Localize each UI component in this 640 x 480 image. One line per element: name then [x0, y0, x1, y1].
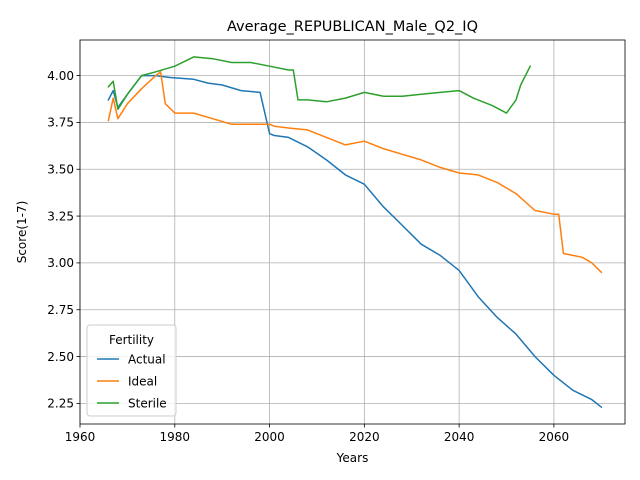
- x-axis-label: Years: [336, 451, 369, 465]
- y-tick-label: 2.50: [47, 350, 74, 364]
- legend-items: Actual Ideal Sterile: [97, 352, 167, 410]
- y-tick-label: 2.75: [47, 303, 74, 317]
- y-tick-label: 2.25: [47, 397, 74, 411]
- plot-frame: [79, 39, 626, 425]
- series-line-ideal: [107, 71, 603, 274]
- x-tick-label: 2060: [539, 430, 570, 444]
- y-tick-label: 3.50: [47, 163, 74, 177]
- y-tick-label: 4.00: [47, 69, 74, 83]
- legend-label-ideal: Ideal: [128, 374, 157, 388]
- y-tick-label: 3.00: [47, 256, 74, 270]
- x-tick-label: 2000: [254, 430, 285, 444]
- y-tick-label: 3.25: [47, 209, 74, 223]
- y-tick-label: 3.75: [47, 116, 74, 130]
- x-tick-label: 2040: [444, 430, 475, 444]
- x-tick-label: 2020: [349, 430, 380, 444]
- legend-title: Fertility: [109, 333, 154, 347]
- y-axis: 2.25 2.50 2.75 3.00 3.25 3.50 3.75 4.00: [47, 69, 80, 411]
- legend-label-sterile: Sterile: [128, 396, 167, 410]
- series-line-actual: [107, 74, 603, 409]
- x-tick-label: 1960: [65, 430, 96, 444]
- x-tick-label: 1980: [160, 430, 191, 444]
- series-lines: [107, 56, 603, 409]
- x-axis: 1960 1980 2000 2020 2040 2060: [65, 424, 569, 444]
- legend-label-actual: Actual: [128, 352, 166, 366]
- legend-box: [86, 324, 177, 417]
- series-line-sterile: [107, 56, 532, 114]
- y-axis-label: Score(1-7): [15, 201, 29, 264]
- legend: Fertility Actual Ideal Sterile: [86, 324, 177, 417]
- chart-title: Average_REPUBLICAN_Male_Q2_IQ: [227, 19, 478, 35]
